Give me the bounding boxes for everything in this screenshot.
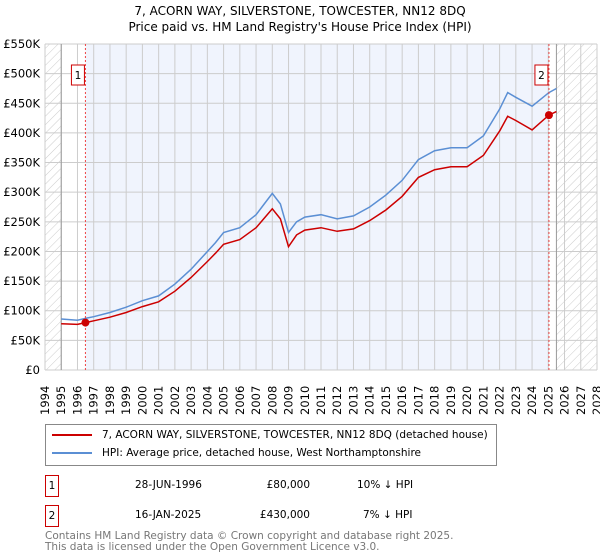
x-tick-label: 2016 — [395, 386, 409, 415]
sale-label-box — [70, 64, 85, 86]
x-tick-label: 2003 — [184, 386, 198, 415]
sale-row: 2 16-JAN-2025 £430,000 7% ↓ HPI — [45, 505, 445, 527]
x-tick-label: 1994 — [38, 386, 52, 415]
x-tick-label: 2008 — [265, 386, 279, 415]
footer-attribution: Contains HM Land Registry data © Crown c… — [45, 531, 453, 553]
x-tick-label: 2014 — [363, 386, 377, 415]
y-tick-label: £150K — [3, 274, 40, 288]
x-tick-label: 2015 — [379, 386, 393, 415]
x-tick-label: 2025 — [541, 386, 555, 415]
x-tick-label: 2012 — [330, 386, 344, 415]
sale-label: 2 — [538, 70, 545, 82]
sale-label-box — [534, 64, 549, 86]
sale-hpi-diff: 7% ↓ HPI — [363, 509, 413, 521]
x-tick-label: 1997 — [87, 386, 101, 415]
y-tick-label: £500K — [3, 67, 40, 81]
sale-price: £430,000 — [259, 509, 310, 521]
x-tick-label: 2027 — [574, 386, 588, 415]
x-tick-label: 1995 — [54, 386, 68, 415]
legend-item-price: 7, ACORN WAY, SILVERSTONE, TOWCESTER, NN… — [52, 429, 488, 441]
x-tick-label: 2001 — [152, 386, 166, 415]
x-tick-label: 2009 — [282, 386, 296, 415]
x-tick-label: 2028 — [590, 386, 600, 415]
x-tick-label: 2018 — [428, 386, 442, 415]
no-data-hatch-left — [45, 44, 62, 370]
y-tick-label: £400K — [3, 126, 40, 140]
sale-hpi-diff: 10% ↓ HPI — [357, 479, 414, 491]
y-tick-label: £300K — [3, 185, 40, 199]
x-tick-label: 2019 — [444, 386, 458, 415]
sale-period-shading — [85, 44, 549, 370]
sale-date: 16-JAN-2025 — [135, 509, 202, 521]
x-tick-label: 2022 — [493, 386, 507, 415]
x-tick-label: 2023 — [509, 386, 523, 415]
footer-line-2: This data is licensed under the Open Gov… — [45, 541, 380, 553]
price-line-swatch — [52, 434, 92, 436]
x-tick-label: 2000 — [135, 386, 149, 415]
x-tick-label: 1996 — [70, 386, 84, 415]
x-tick-label: 2007 — [249, 386, 263, 415]
x-tick-label: 2004 — [200, 386, 214, 415]
y-tick-label: £550K — [3, 37, 40, 51]
y-tick-label: £0 — [25, 363, 40, 377]
hpi-line-swatch — [52, 452, 92, 454]
x-tick-label: 2006 — [233, 386, 247, 415]
x-tick-label: 2013 — [346, 386, 360, 415]
y-tick-label: £100K — [3, 304, 40, 318]
x-tick-label: 2011 — [314, 386, 328, 415]
x-tick-label: 2020 — [460, 386, 474, 415]
chart-subtitle: Price paid vs. HM Land Registry's House … — [128, 20, 472, 34]
legend-item-hpi: HPI: Average price, detached house, West… — [52, 447, 421, 459]
chart-legend: 7, ACORN WAY, SILVERSTONE, TOWCESTER, NN… — [45, 424, 497, 466]
y-tick-label: £450K — [3, 96, 40, 110]
x-tick-label: 2002 — [168, 386, 182, 415]
chart-title: 7, ACORN WAY, SILVERSTONE, TOWCESTER, NN… — [134, 4, 466, 18]
sale-price: £80,000 — [266, 479, 310, 491]
x-tick-label: 1999 — [119, 386, 133, 415]
sale-point — [81, 318, 90, 327]
x-tick-label: 2024 — [525, 386, 539, 415]
x-tick-label: 2017 — [411, 386, 425, 415]
x-tick-label: 2021 — [476, 386, 490, 415]
sale-row: 1 28-JUN-1996 £80,000 10% ↓ HPI — [45, 475, 445, 497]
x-tick-label: 2026 — [558, 386, 572, 415]
y-tick-label: £250K — [3, 215, 40, 229]
price-paid-line — [61, 110, 557, 326]
no-data-hatch-right — [556, 44, 597, 370]
y-tick-label: £50K — [11, 333, 41, 347]
sale-label: 1 — [75, 70, 82, 82]
x-tick-label: 2010 — [298, 386, 312, 415]
legend-hpi-label: HPI: Average price, detached house, West… — [102, 447, 421, 459]
x-tick-label: 1998 — [103, 386, 117, 415]
y-tick-label: £350K — [3, 156, 40, 170]
sale-point — [544, 111, 553, 120]
hpi-line — [61, 87, 557, 321]
sale-date: 28-JUN-1996 — [135, 479, 202, 491]
footer-line-1: Contains HM Land Registry data © Crown c… — [45, 530, 454, 542]
y-tick-label: £200K — [3, 244, 40, 258]
legend-price-label: 7, ACORN WAY, SILVERSTONE, TOWCESTER, NN… — [102, 429, 488, 441]
x-tick-label: 2005 — [217, 386, 231, 415]
sale-number-badge: 2 — [45, 505, 59, 527]
sale-number-badge: 1 — [45, 475, 59, 497]
price-chart: 1994 1995 1996 1997 1998 1999 2000 2001 2002 2003… — [3, 37, 600, 415]
